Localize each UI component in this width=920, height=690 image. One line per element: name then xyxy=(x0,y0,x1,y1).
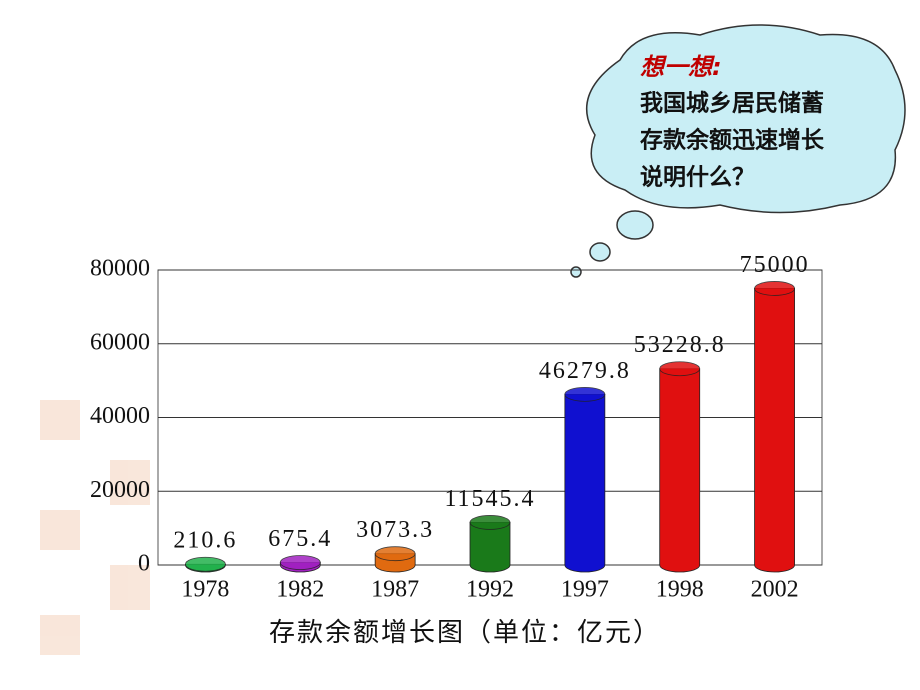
bar xyxy=(659,368,701,573)
value-label: 675.4 xyxy=(268,526,332,552)
y-tick-label: 40000 xyxy=(90,403,150,429)
y-tick-label: 0 xyxy=(138,551,150,577)
bar-top xyxy=(279,555,321,570)
value-label: 46279.8 xyxy=(539,358,631,384)
bar-top xyxy=(469,515,511,530)
x-tick-label: 1998 xyxy=(656,577,704,603)
x-tick-label: 1978 xyxy=(181,577,229,603)
bar-top xyxy=(659,361,701,377)
x-tick-label: 1982 xyxy=(276,577,324,603)
y-tick-label: 20000 xyxy=(90,477,150,503)
bar-top xyxy=(185,556,226,572)
x-tick-label: 1997 xyxy=(561,577,609,603)
value-label: 75000 xyxy=(740,252,810,278)
callout-line: 存款余额迅速增长 xyxy=(640,127,825,154)
callout-heading: 想一想: xyxy=(640,53,722,81)
bar-top xyxy=(754,281,795,296)
value-label: 53228.8 xyxy=(634,332,726,358)
value-label: 3073.3 xyxy=(356,517,434,543)
callout-line: 说明什么？ xyxy=(640,164,755,191)
callout-line: 我国城乡居民储蓄 xyxy=(640,90,824,117)
chart-title: 存款余额增长图（单位：亿元） xyxy=(269,618,661,647)
bar-top xyxy=(374,546,416,562)
x-tick-label: 1987 xyxy=(371,577,419,603)
bar xyxy=(564,393,606,573)
value-label: 11545.4 xyxy=(444,486,535,512)
decoration xyxy=(40,400,150,655)
bar xyxy=(754,288,795,573)
bar xyxy=(469,522,511,573)
value-label: 210.6 xyxy=(173,528,237,554)
bar-top xyxy=(564,386,606,402)
y-tick-label: 60000 xyxy=(90,329,150,355)
x-tick-label: 1992 xyxy=(466,577,514,603)
x-tick-label: 2002 xyxy=(751,577,799,603)
y-tick-label: 80000 xyxy=(90,256,150,282)
callout-cloud xyxy=(570,24,906,278)
